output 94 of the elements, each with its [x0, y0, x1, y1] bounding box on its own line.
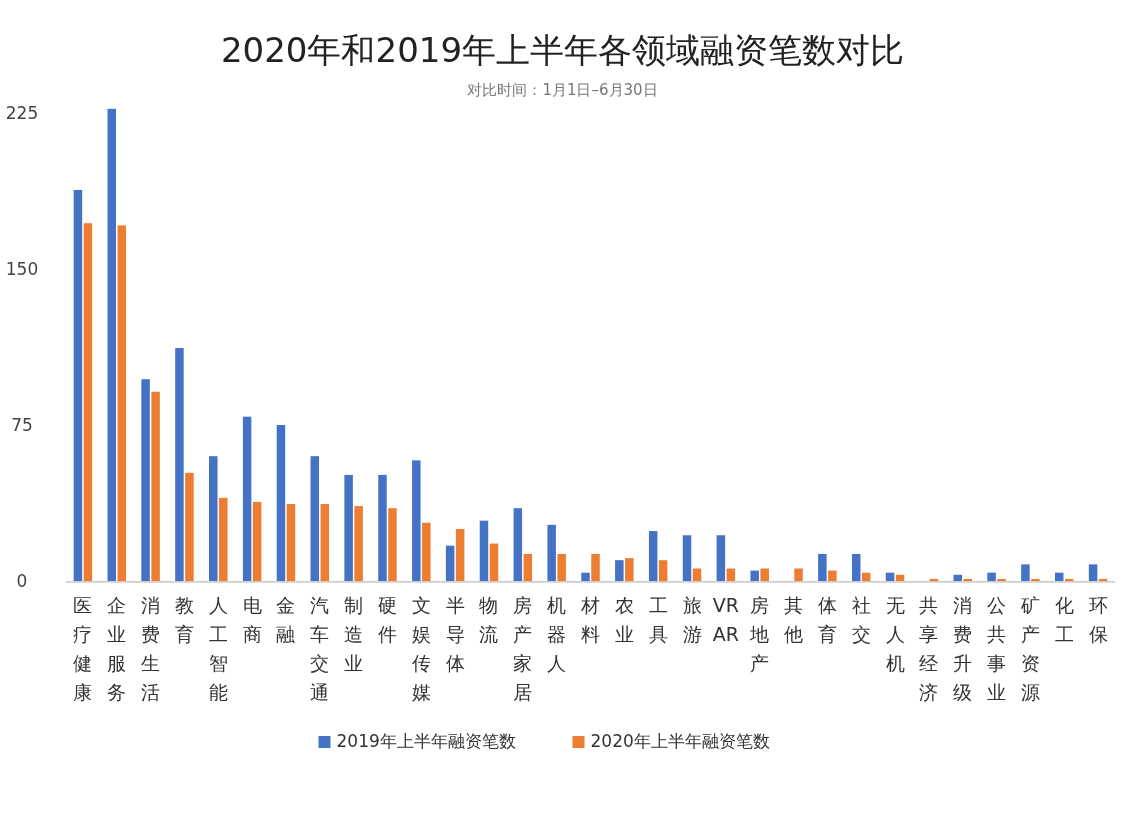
x-tick-label: 材料	[580, 594, 600, 645]
x-tick-label: 无人机	[885, 594, 905, 674]
bar	[388, 508, 397, 581]
bar	[716, 535, 726, 581]
bar	[1088, 564, 1098, 581]
bar	[479, 520, 489, 581]
bar	[286, 504, 296, 581]
bar	[276, 425, 286, 581]
x-tick-label: 公共事业	[987, 594, 1007, 703]
x-tick-label: 文娱传媒	[411, 594, 431, 703]
bar	[885, 572, 895, 581]
x-tick-label: 旅游	[682, 594, 702, 645]
bar	[219, 497, 228, 581]
x-tick-label: 教育	[174, 594, 194, 645]
bar	[692, 568, 702, 581]
bar	[760, 568, 769, 581]
x-tick-label: 工具	[648, 594, 668, 645]
bar	[648, 531, 658, 581]
chart-title: 2020年和2019年上半年各领域融资笔数对比	[220, 30, 905, 70]
bar	[750, 570, 759, 581]
x-tick-label: 体育	[817, 594, 837, 645]
x-tick-label: 人工智能	[208, 594, 228, 703]
y-tick-label: 225	[5, 103, 39, 123]
bar	[523, 553, 533, 581]
bar	[625, 558, 634, 581]
x-tick-label: 消费生活	[141, 594, 161, 703]
x-tick-label: 房地产	[749, 594, 770, 674]
bar	[997, 578, 1006, 581]
bar	[861, 572, 871, 581]
bar	[320, 504, 330, 581]
x-tick-label: 物流	[479, 594, 499, 645]
chart-subtitle: 对比时间：1月1日–6月30日	[467, 81, 658, 99]
bar	[378, 474, 387, 581]
x-tick-label: 电商	[242, 594, 262, 645]
bar	[658, 560, 668, 581]
bar	[615, 560, 624, 581]
bar	[175, 348, 184, 581]
x-tick-label: 汽车交通	[310, 594, 330, 703]
bar	[828, 570, 837, 581]
x-tick-label: 硬件	[377, 594, 397, 645]
bar	[107, 108, 117, 581]
x-tick-label: VR AR	[712, 594, 739, 645]
y-tick-label: 0	[16, 571, 28, 591]
bar	[987, 572, 996, 581]
bar	[151, 391, 160, 581]
x-tick-label: 消费升级	[953, 594, 973, 703]
bar	[242, 416, 252, 581]
x-tick-label: 半导体	[445, 594, 465, 674]
bar	[489, 543, 499, 581]
x-tick-label: 社交	[851, 594, 871, 645]
x-tick-label: 机器人	[547, 594, 567, 674]
bar	[73, 189, 83, 581]
bar	[547, 524, 556, 581]
y-tick-label: 75	[11, 415, 33, 435]
bar	[344, 474, 353, 581]
y-tick-label: 150	[5, 259, 39, 279]
bar	[953, 574, 962, 581]
bar	[682, 535, 692, 581]
bar	[818, 553, 827, 581]
bar	[1031, 578, 1040, 581]
x-tick-label: 企业服务	[107, 594, 127, 703]
bar	[591, 553, 600, 581]
bar	[1054, 572, 1064, 581]
x-tick-label: 环保	[1088, 594, 1108, 645]
bar	[310, 456, 320, 581]
x-tick-label: 制造业	[344, 594, 364, 674]
bar	[252, 501, 262, 581]
x-tick-label: 金融	[276, 594, 296, 645]
bar	[1021, 564, 1030, 581]
bar	[557, 553, 566, 581]
x-tick-label: 农业	[614, 594, 634, 645]
bar	[963, 578, 972, 581]
bar	[581, 572, 590, 581]
bar	[412, 460, 421, 581]
bar	[354, 506, 363, 581]
bar	[422, 522, 431, 581]
bar	[445, 545, 455, 581]
bar	[209, 456, 218, 581]
x-tick-label: 化工	[1054, 594, 1074, 645]
bar	[185, 472, 194, 581]
bar	[726, 568, 736, 581]
bar	[83, 223, 93, 581]
bar	[141, 379, 150, 581]
bar	[794, 568, 803, 581]
bar	[513, 508, 523, 581]
bar	[455, 529, 465, 581]
x-tick-label: 医疗健康	[73, 594, 93, 703]
x-tick-label: 共享经济	[919, 594, 939, 703]
x-tick-label: 其他	[784, 594, 804, 645]
bar	[895, 574, 905, 581]
bar	[851, 553, 861, 581]
bar	[117, 225, 127, 581]
x-tick-label: 房产家居	[513, 594, 533, 703]
x-tick-label: 矿产资源	[1019, 594, 1040, 703]
